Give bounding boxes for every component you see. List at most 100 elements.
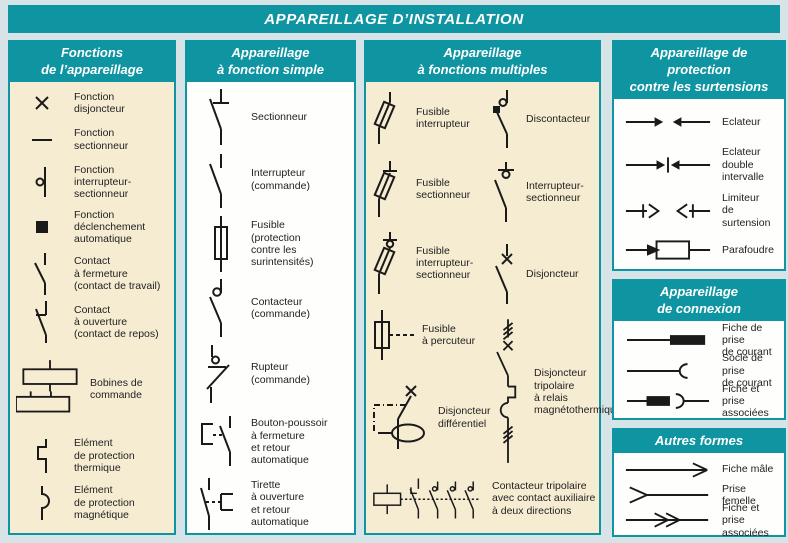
legend-label: Socle de prise de courant	[722, 352, 772, 390]
fonction-disjoncteur-icon	[16, 95, 68, 111]
panel-fonctions-title: Fonctions de l’appareillage	[10, 42, 174, 82]
legend-row: Rupteur (commande)	[193, 340, 350, 407]
sectionneur-icon	[193, 88, 245, 145]
legend-row: Contact à ouverture (contact de repos)	[16, 299, 170, 346]
fiche-de-prise-icon	[620, 334, 716, 346]
fiche-male-icon	[620, 461, 716, 479]
bouton-poussoir-icon	[193, 415, 245, 468]
panel-fonctions-multiples: Appareillage à fonctions multiples Fusib…	[364, 40, 627, 535]
legend-row: Interrupteur (commande)	[193, 148, 350, 211]
legend-row: Eclateur double intervalle	[620, 141, 780, 189]
parafoudre-icon	[620, 238, 716, 262]
fusible-sectionneur-icon	[370, 161, 410, 218]
legend-label: Fusible à percuteur	[422, 322, 476, 347]
legend-row: Tirette à ouverture et retour automatiqu…	[193, 477, 350, 531]
legend-row: Bobines de commande	[16, 346, 170, 433]
fonction-declenchement-automatique-icon	[16, 221, 68, 234]
legend-row: Fusible interrupteur	[370, 84, 488, 153]
contact-a-ouverture-icon	[16, 301, 68, 344]
legend-row: Prise femelle	[620, 482, 780, 507]
fusible-interrupteur-sectionneur-icon	[370, 232, 410, 295]
bobines-de-commande-icon	[16, 359, 84, 419]
legend-row: Socle de prise de courant	[620, 352, 780, 389]
legend-row: Disjoncteur différentiel	[370, 369, 491, 466]
legend-row: Elément de protection thermique	[16, 433, 170, 479]
legend-label: Disjoncteur tripolaire à relais magnétot…	[534, 367, 627, 417]
legend-row: Fiche mâle	[620, 457, 780, 482]
element-protection-magnetique-icon	[16, 485, 68, 520]
panel-fonction-simple: Appareillage à fonction simple Sectionne…	[185, 40, 356, 535]
legend-row: Disjoncteur tripolaire à relais magnétot…	[488, 318, 627, 466]
panel-fonctions-multiples-title: Appareillage à fonctions multiples	[366, 42, 599, 82]
contact-a-fermeture-icon	[16, 252, 68, 295]
legend-row: Fonction déclenchement automatique	[16, 206, 170, 249]
legend-row: Fusible interrupteur- sectionneur	[370, 226, 488, 301]
panel-connexion: Appareillage de connexion Fiche de prise…	[612, 279, 786, 420]
fiche-et-prise-associees-formes-icon	[620, 511, 716, 529]
legend-label: Limiteur de surtension	[722, 192, 771, 229]
disjoncteur-differentiel-icon	[370, 385, 432, 451]
fusible-icon	[193, 216, 245, 273]
fonction-sectionneur-icon	[16, 137, 68, 143]
legend-label: Disjoncteur différentiel	[438, 405, 491, 430]
legend-row: Eclateur	[620, 103, 780, 141]
eclateur-icon	[620, 113, 716, 131]
interrupteur-sectionneur-icon	[488, 162, 520, 223]
legend-row: Fusible sectionneur	[370, 153, 488, 226]
legend-label: Sectionneur	[251, 110, 308, 123]
legend-label: Eclateur double intervalle	[722, 146, 765, 183]
legend-label: Interrupteur- sectionneur	[526, 179, 584, 205]
legend-label: Eclateur	[722, 115, 761, 128]
legend-row: Contacteur tripolaire avec contact auxil…	[370, 466, 597, 531]
eclateur-double-intervalle-icon	[620, 156, 716, 174]
legend-row: Fonction disjoncteur	[16, 86, 170, 121]
legend-label: Rupteur (commande)	[251, 361, 310, 386]
fusible-interrupteur-icon	[370, 92, 410, 145]
legend-row: Sectionneur	[193, 86, 350, 148]
legend-label: Fiche et prise associées	[722, 382, 769, 420]
legend-row: Disjoncteur	[488, 230, 597, 319]
panel-autres-formes-title: Autres formes	[614, 430, 784, 453]
legend-label: Fonction sectionneur	[74, 127, 129, 152]
legend-label: Fonction déclenchement automatique	[74, 208, 146, 246]
legend-label: Fusible interrupteur- sectionneur	[416, 244, 474, 282]
legend-label: Elément de protection magnétique	[74, 484, 135, 521]
legend-label: Elément de protection thermique	[74, 437, 135, 474]
legend-row: Contact à fermeture (contact de travail)	[16, 249, 170, 299]
fonction-interrupteur-sectionneur-icon	[16, 167, 68, 198]
legend-row: Bouton-poussoir à fermeture et retour au…	[193, 407, 350, 476]
legend-row: Fonction interrupteur- sectionneur	[16, 159, 170, 206]
page-title: APPAREILLAGE D’INSTALLATION	[8, 5, 780, 33]
legend-label: Contact à ouverture (contact de repos)	[74, 303, 159, 341]
legend-label: Contact à fermeture (contact de travail)	[74, 255, 161, 292]
legend-label: Fiche et prise associées	[722, 501, 769, 539]
legend-row: Fiche de prise de courant	[620, 322, 780, 358]
legend-row: Limiteur de surtension	[620, 189, 780, 233]
legend-label: Fusible (protection contre les surintens…	[251, 219, 314, 269]
fiche-et-prise-associees-icon	[620, 393, 716, 409]
panel-autres-formes: Autres formes Fiche mâle Prise femelle F…	[612, 428, 786, 539]
legend-label: Parafoudre	[722, 243, 774, 256]
legend-label: Fonction disjoncteur	[74, 90, 125, 116]
discontacteur-icon	[488, 90, 520, 149]
legend-label: Fiche mâle	[722, 463, 774, 476]
disjoncteur-icon	[488, 243, 520, 304]
legend-row: Elément de protection magnétique	[16, 479, 170, 527]
legend-label: Fusible interrupteur	[416, 105, 470, 131]
legend-row: Fusible à percuteur	[370, 301, 488, 370]
legend-label: Bobines de commande	[90, 376, 143, 402]
legend-row: Fiche et prise associées	[620, 502, 780, 539]
legend-row: Parafoudre	[620, 233, 780, 267]
legend-row: Fonction sectionneur	[16, 121, 170, 159]
contacteur-tripolaire-icon	[370, 477, 486, 520]
legend-label: Disjoncteur	[526, 267, 579, 280]
socle-de-prise-icon	[620, 363, 716, 379]
legend-row: Discontacteur	[488, 84, 597, 155]
interrupteur-icon	[193, 152, 245, 208]
tirette-icon	[193, 477, 245, 530]
legend-label: Prise femelle	[722, 482, 756, 507]
contacteur-icon	[193, 279, 245, 338]
legend-label: Tirette à ouverture et retour automatiqu…	[251, 479, 309, 529]
panel-surtensions-title: Appareillage de protection contre les su…	[614, 42, 784, 99]
